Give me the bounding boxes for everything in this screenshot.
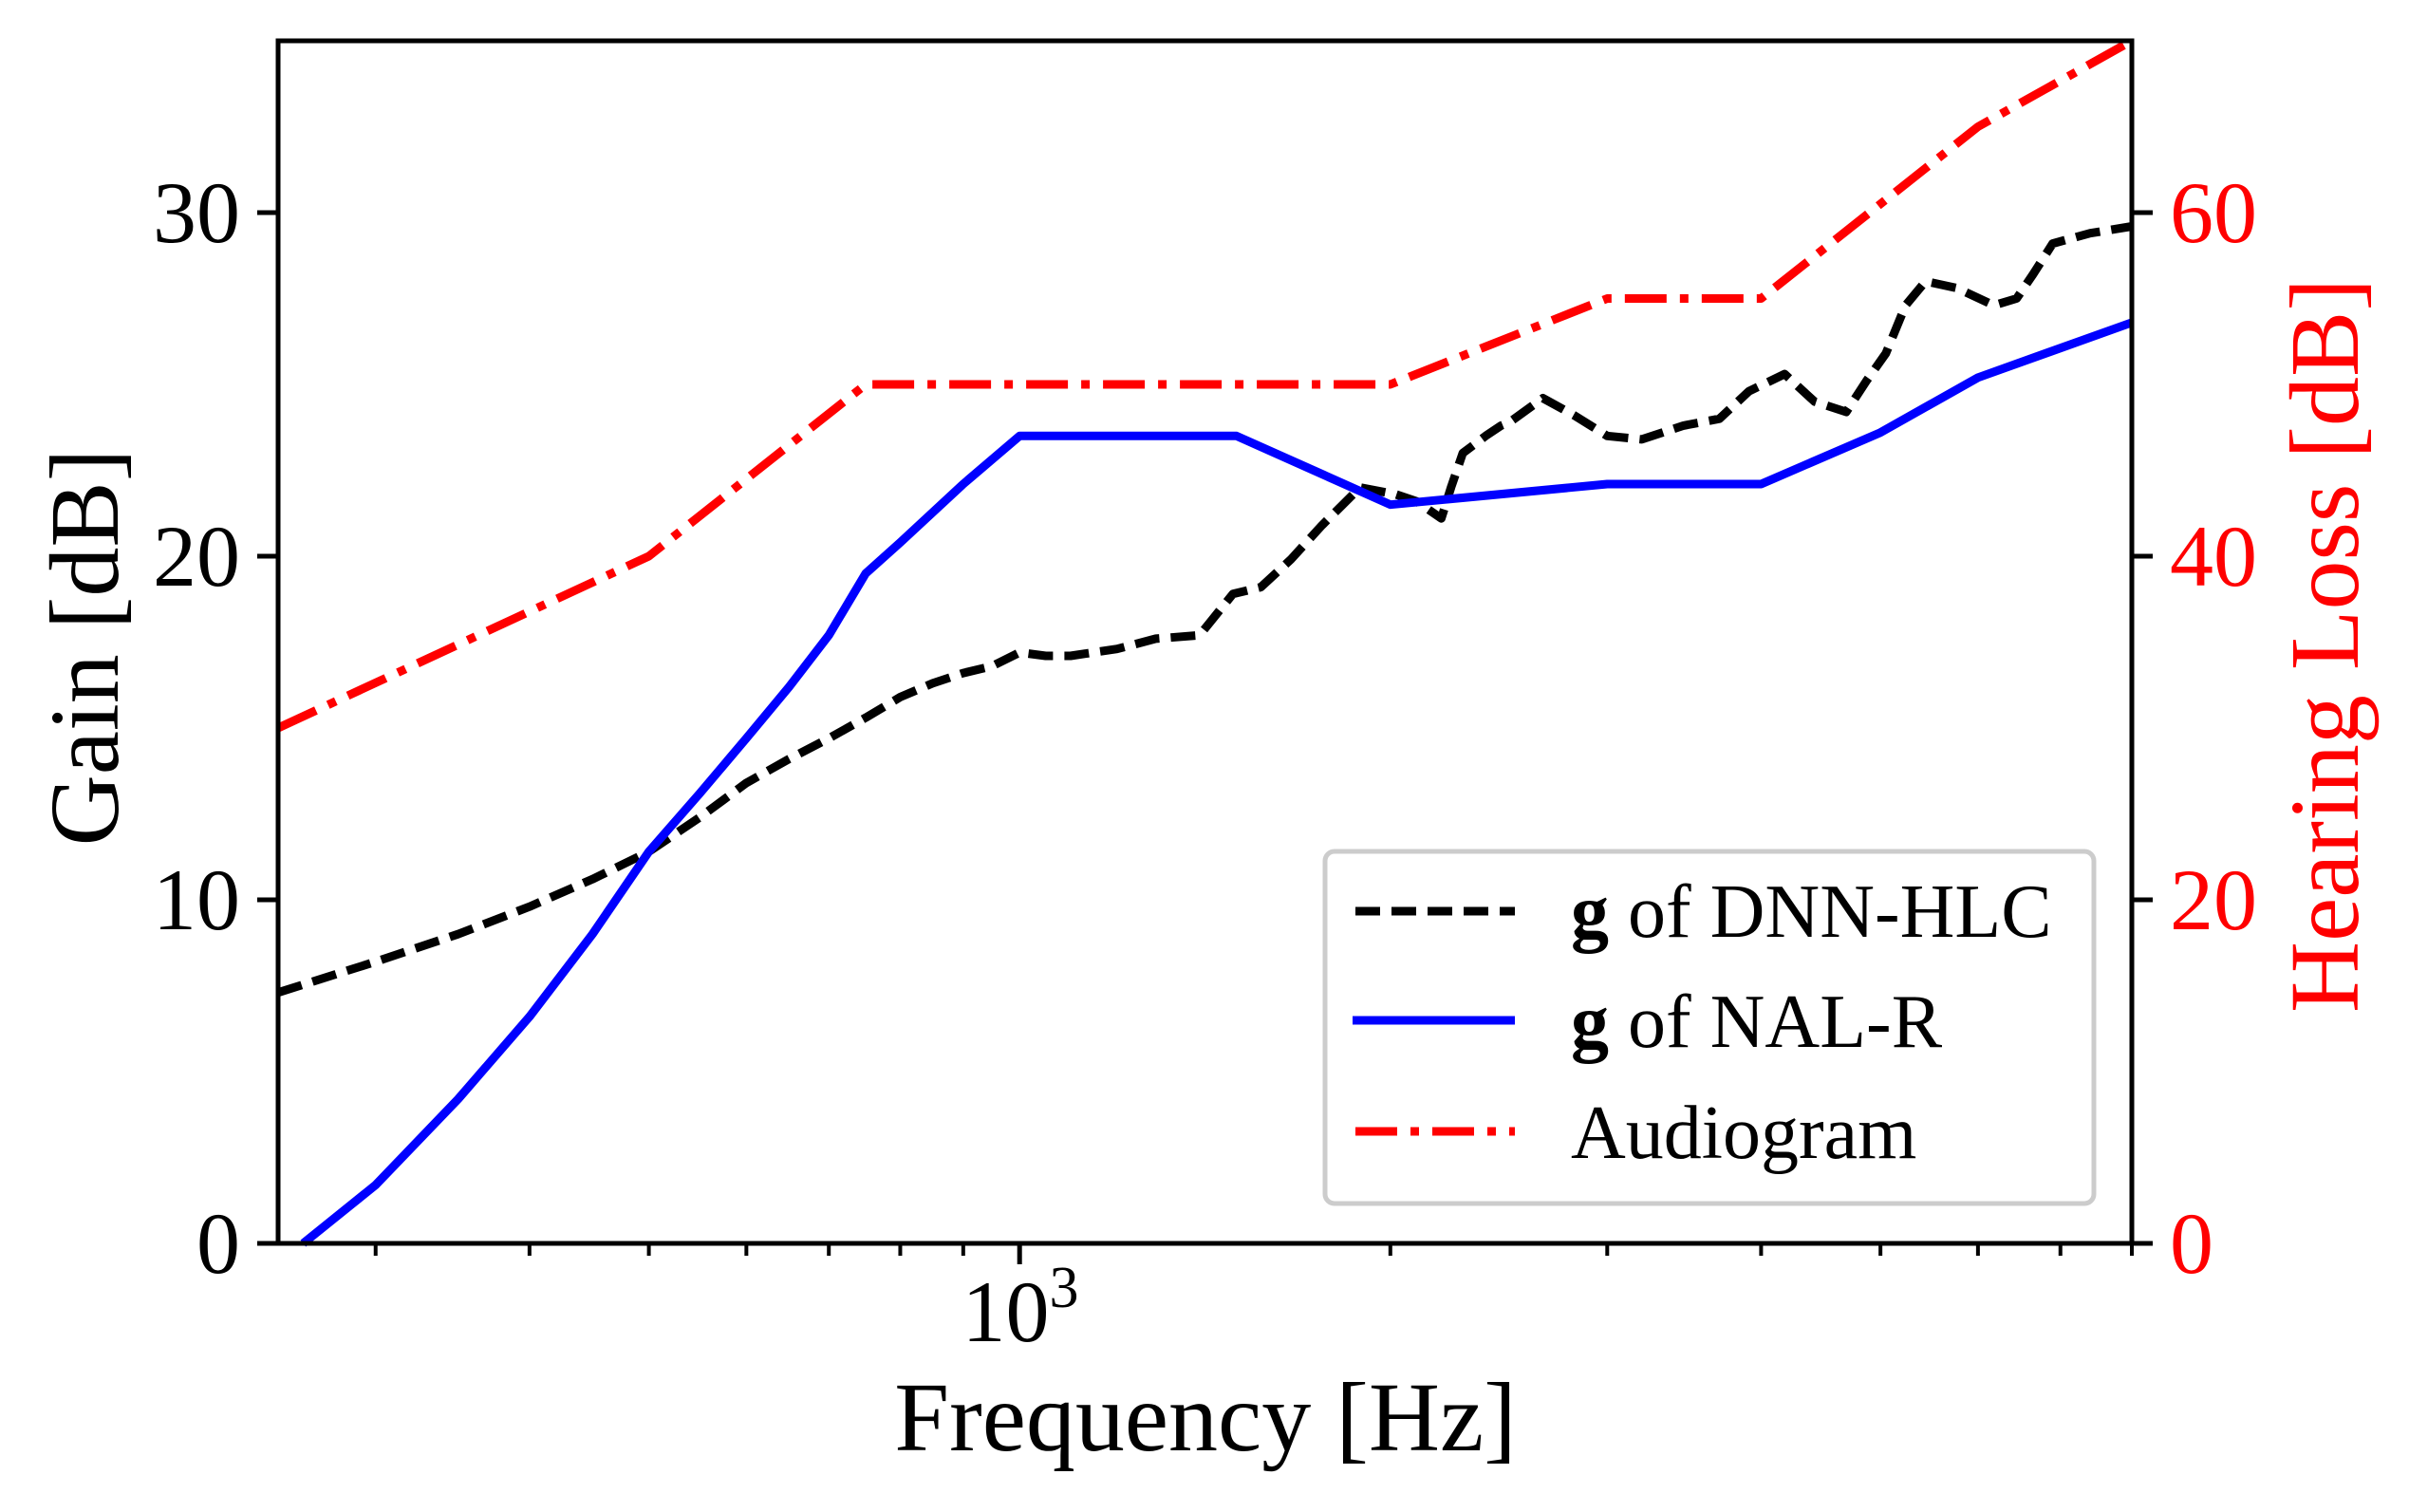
audiogram-line bbox=[276, 37, 2135, 733]
legend-item-audiogram: Audiogram bbox=[1355, 1092, 1916, 1175]
legend-bold-g: g bbox=[1571, 980, 1609, 1064]
right-y-axis-label: Hearing Loss [dB] bbox=[2270, 278, 2380, 1013]
y-tick-label: 30 bbox=[153, 164, 240, 261]
x-tick-label-1000: 103 bbox=[962, 1256, 1079, 1360]
nal-r-gain-line bbox=[300, 318, 2134, 1247]
legend-box bbox=[1322, 849, 2097, 1206]
x-axis-label: Frequency [Hz] bbox=[894, 1363, 1516, 1472]
legend-bold-g: g bbox=[1571, 870, 1609, 954]
x-tick-label-exponent: 3 bbox=[1050, 1256, 1079, 1320]
legend: g of DNN-HLC g of NAL-R Audiogram bbox=[1322, 849, 2097, 1206]
legend-label-audiogram: Audiogram bbox=[1571, 1092, 1916, 1175]
legend-item-dnn-hlc: g of DNN-HLC bbox=[1355, 870, 2052, 954]
x-axis-ticks bbox=[373, 1243, 2134, 1264]
right-y-tick-label: 20 bbox=[2170, 851, 2257, 948]
right-y-tick-label: 60 bbox=[2170, 164, 2257, 261]
left-y-axis-label: Gain [dB] bbox=[30, 449, 140, 847]
legend-label-text: of NAL-R bbox=[1609, 980, 1943, 1064]
legend-label-nal-r: g of NAL-R bbox=[1571, 980, 1943, 1064]
legend-label-dnn-hlc: g of DNN-HLC bbox=[1571, 870, 2052, 954]
x-tick-label-base: 10 bbox=[962, 1263, 1050, 1360]
plot-frame bbox=[275, 38, 2135, 1246]
right-y-tick-label: 40 bbox=[2170, 508, 2257, 605]
legend-label-text: of DNN-HLC bbox=[1609, 870, 2052, 954]
y-tick-label: 20 bbox=[153, 508, 240, 605]
legend-item-nal-r: g of NAL-R bbox=[1353, 980, 1943, 1064]
y-tick-label: 10 bbox=[153, 851, 240, 948]
y-tick-label: 0 bbox=[196, 1195, 240, 1292]
right-y-tick-label: 0 bbox=[2170, 1195, 2213, 1292]
series-layer bbox=[276, 37, 2135, 1247]
right-y-axis-ticks: 0 20 40 60 bbox=[2132, 164, 2257, 1292]
left-y-axis-ticks: 0 10 20 30 bbox=[153, 164, 278, 1292]
